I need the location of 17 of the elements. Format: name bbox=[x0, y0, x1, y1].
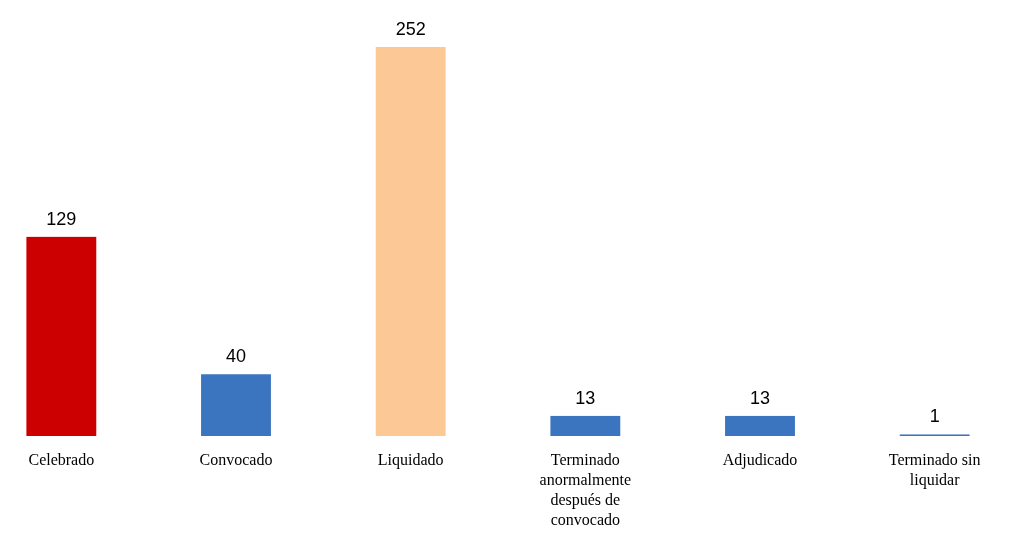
bar bbox=[26, 236, 97, 436]
bar bbox=[725, 415, 795, 436]
data-label: 252 bbox=[395, 19, 426, 39]
bar bbox=[550, 415, 621, 436]
data-label: 1 bbox=[929, 406, 940, 427]
data-label: 13 bbox=[749, 387, 771, 408]
data-label: 129 bbox=[46, 208, 77, 229]
x-tick-label: Adjudicado bbox=[722, 451, 798, 469]
data-label: 13 bbox=[575, 387, 596, 408]
data-label: 40 bbox=[225, 346, 247, 367]
x-tick-label: Liquidado bbox=[377, 451, 444, 469]
x-tick-label: Terminado anormalmente después de convocado bbox=[539, 451, 632, 528]
bar bbox=[201, 374, 271, 436]
x-tick-label: Terminado sin liquidar bbox=[888, 451, 981, 489]
x-tick-label: Celebrado bbox=[28, 451, 95, 468]
bar bbox=[375, 47, 446, 436]
x-tick-label: Convocado bbox=[199, 451, 273, 468]
